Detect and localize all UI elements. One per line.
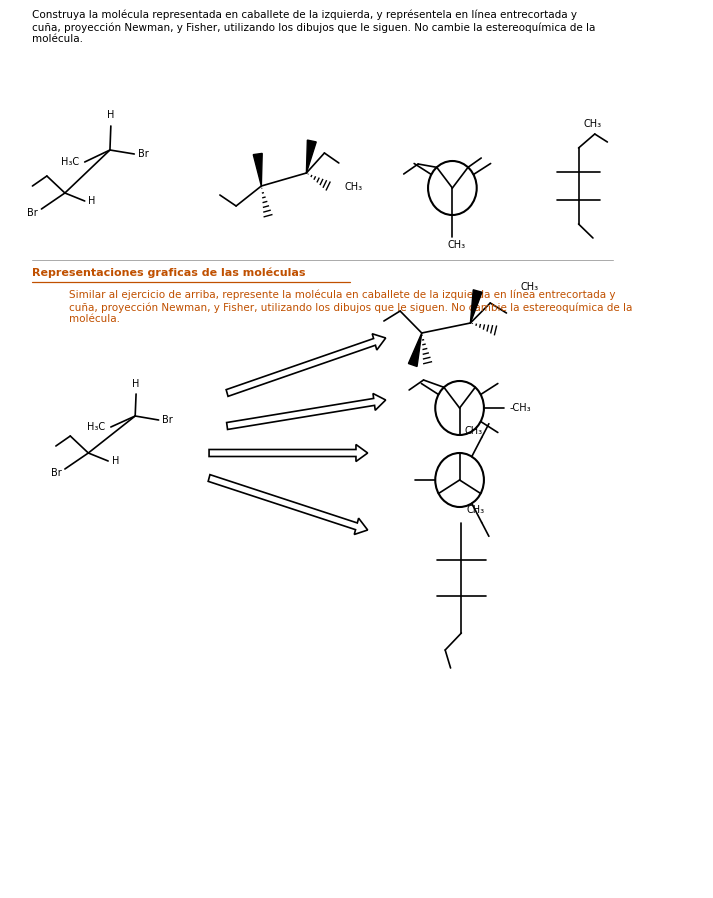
Text: Br: Br — [27, 208, 38, 218]
Polygon shape — [409, 333, 422, 366]
Text: Br: Br — [51, 468, 61, 478]
Text: H₃C: H₃C — [87, 422, 106, 432]
Text: CH₃: CH₃ — [467, 505, 485, 515]
Text: H: H — [112, 456, 119, 466]
Polygon shape — [253, 154, 262, 186]
Text: CH₃: CH₃ — [448, 240, 466, 250]
Text: H: H — [133, 379, 140, 389]
Text: CH₃: CH₃ — [344, 182, 362, 192]
Text: Representaciones graficas de las moléculas: Representaciones graficas de las molécul… — [31, 268, 305, 278]
Text: Br: Br — [138, 149, 148, 159]
Polygon shape — [471, 290, 482, 323]
Polygon shape — [209, 445, 368, 462]
Polygon shape — [227, 393, 386, 429]
Text: H: H — [107, 110, 115, 120]
Text: CH₃: CH₃ — [464, 426, 482, 436]
Polygon shape — [226, 334, 386, 396]
Text: Similar al ejercicio de arriba, represente la molécula en caballete de la izquie: Similar al ejercicio de arriba, represen… — [69, 290, 632, 324]
Text: CH₃: CH₃ — [521, 282, 539, 292]
Text: Construya la molécula representada en caballete de la izquierda, y représentela : Construya la molécula representada en ca… — [31, 10, 595, 44]
Text: H₃C: H₃C — [61, 157, 79, 167]
Text: Br: Br — [163, 415, 173, 425]
Text: -CH₃: -CH₃ — [509, 403, 530, 413]
Text: H: H — [88, 196, 96, 206]
Text: CH₃: CH₃ — [584, 119, 602, 129]
Polygon shape — [208, 475, 368, 534]
Polygon shape — [307, 140, 317, 173]
